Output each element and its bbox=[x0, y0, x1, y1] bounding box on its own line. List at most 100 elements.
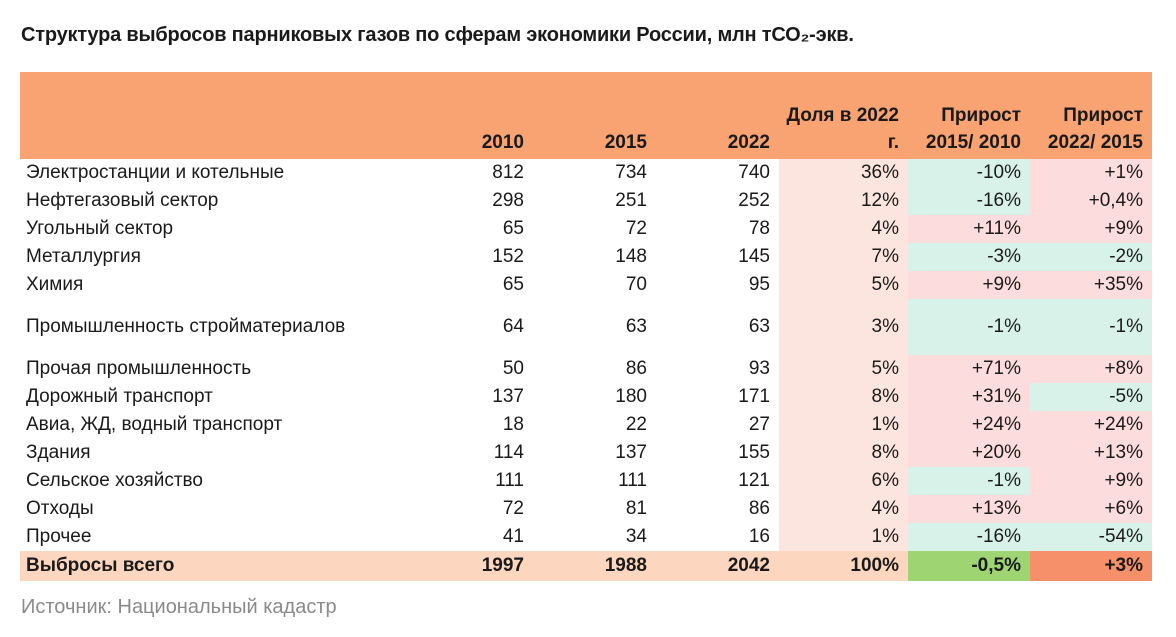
value-2015: 734 bbox=[615, 162, 647, 183]
header-2010: 2010 bbox=[412, 72, 533, 159]
header-growth-2022-2015: Прирост 2022/ 2015 bbox=[1030, 72, 1152, 159]
sector-label: Здания bbox=[26, 442, 91, 463]
table-row: Электростанции и котельные 812 734 740 36% -1… bbox=[20, 159, 1152, 187]
share-2022: 3% bbox=[779, 299, 908, 355]
growth-2022-2015: -1% bbox=[1030, 299, 1152, 355]
header-2015: 2015 bbox=[533, 72, 656, 159]
value-2015: 72 bbox=[625, 218, 647, 239]
value-2022: 740 bbox=[738, 162, 770, 183]
value-2015: 70 bbox=[625, 274, 647, 295]
value-2022: 145 bbox=[738, 246, 770, 267]
value-2010: 152 bbox=[492, 246, 524, 267]
value-2010: 18 bbox=[502, 414, 524, 435]
share-2022: 6% bbox=[779, 467, 908, 495]
value-2010: 50 bbox=[502, 358, 524, 379]
growth-2015-2010: -1% bbox=[908, 467, 1030, 495]
sector-label: Авиа, ЖД, водный транспорт bbox=[26, 414, 283, 435]
table-row: Угольный сектор 65 72 78 4% +11% +9% bbox=[20, 215, 1152, 243]
value-2015: 148 bbox=[615, 246, 647, 267]
sector-label: Выбросы всего bbox=[20, 551, 412, 581]
share-2022: 1% bbox=[779, 411, 908, 439]
value-2022: 2042 bbox=[656, 551, 779, 581]
header-share: Доля в 2022 г. bbox=[779, 72, 908, 159]
table-row: Дорожный транспорт 137 180 171 8% +31% -5% bbox=[20, 383, 1152, 411]
growth-2022-2015: +24% bbox=[1030, 411, 1152, 439]
growth-2022-2015: +13% bbox=[1030, 439, 1152, 467]
sector-label: Отходы bbox=[26, 498, 94, 519]
share-2022: 8% bbox=[779, 439, 908, 467]
growth-2015-2010: +71% bbox=[908, 355, 1030, 383]
value-2010: 137 bbox=[492, 386, 524, 407]
table-row: Здания 114 137 155 8% +20% +13% bbox=[20, 439, 1152, 467]
share-2022: 1% bbox=[779, 523, 908, 551]
value-2010: 111 bbox=[495, 470, 524, 491]
growth-2022-2015: +3% bbox=[1030, 551, 1152, 581]
table-row: Авиа, ЖД, водный транспорт 18 22 27 1% +24% +2… bbox=[20, 411, 1152, 439]
sector-label: Прочее bbox=[26, 526, 92, 547]
growth-2022-2015: +8% bbox=[1030, 355, 1152, 383]
value-2015: 63 bbox=[625, 316, 647, 337]
value-2022: 16 bbox=[748, 526, 770, 547]
sector-label: Угольный сектор bbox=[26, 218, 174, 239]
value-2015: 34 bbox=[625, 526, 647, 547]
sector-label: Химия bbox=[26, 274, 84, 295]
sector-label: Металлургия bbox=[26, 246, 141, 267]
value-2010: 65 bbox=[502, 218, 524, 239]
growth-2015-2010: +20% bbox=[908, 439, 1030, 467]
growth-2015-2010: -10% bbox=[908, 159, 1030, 187]
share-2022: 12% bbox=[779, 187, 908, 215]
value-2022: 155 bbox=[738, 442, 770, 463]
value-2010: 114 bbox=[493, 442, 524, 463]
growth-2022-2015: +9% bbox=[1030, 215, 1152, 243]
value-2010: 64 bbox=[502, 316, 524, 337]
value-2022: 171 bbox=[738, 386, 770, 407]
value-2010: 1997 bbox=[412, 551, 533, 581]
share-2022: 8% bbox=[779, 383, 908, 411]
sector-label: Сельское хозяйство bbox=[26, 470, 203, 491]
value-2022: 86 bbox=[748, 498, 770, 519]
table-row: Прочее 41 34 16 1% -16% -54% bbox=[20, 523, 1152, 551]
value-2010: 298 bbox=[492, 190, 524, 211]
table-row: Химия 65 70 95 5% +9% +35% bbox=[20, 271, 1152, 299]
growth-2015-2010: +11% bbox=[908, 215, 1030, 243]
sector-label: Промышленность стройматериалов bbox=[26, 316, 346, 337]
growth-2022-2015: +6% bbox=[1030, 495, 1152, 523]
value-2015: 22 bbox=[625, 414, 647, 435]
sector-label: Прочая промышленность bbox=[26, 358, 252, 379]
table-row: Отходы 72 81 86 4% +13% +6% bbox=[20, 495, 1152, 523]
share-2022: 5% bbox=[779, 271, 908, 299]
growth-2015-2010: +9% bbox=[908, 271, 1030, 299]
growth-2015-2010: -16% bbox=[908, 187, 1030, 215]
table-row: Металлургия 152 148 145 7% -3% -2% bbox=[20, 243, 1152, 271]
value-2010: 812 bbox=[492, 162, 524, 183]
growth-2015-2010: -3% bbox=[908, 243, 1030, 271]
growth-2022-2015: -54% bbox=[1030, 523, 1152, 551]
share-2022: 5% bbox=[779, 355, 908, 383]
value-2022: 121 bbox=[738, 470, 770, 491]
share-2022: 36% bbox=[779, 159, 908, 187]
value-2022: 95 bbox=[748, 274, 770, 295]
value-2022: 93 bbox=[748, 358, 770, 379]
sector-label: Дорожный транспорт bbox=[26, 386, 213, 407]
value-2015: 180 bbox=[615, 386, 647, 407]
growth-2015-2010: -0,5% bbox=[908, 551, 1030, 581]
table-row: Промышленность стройматериалов 64 63 63 3% -1… bbox=[20, 299, 1152, 355]
value-2015: 86 bbox=[625, 358, 647, 379]
emissions-table: 2010 2015 2022 Доля в 2022 г. Прирост 20… bbox=[20, 72, 1152, 581]
table-row: Нефтегазовый сектор 298 251 252 12% -16% +0,4% bbox=[20, 187, 1152, 215]
value-2022: 252 bbox=[738, 190, 770, 211]
share-2022: 100% bbox=[779, 551, 908, 581]
header-2022: 2022 bbox=[656, 72, 779, 159]
table-title: Структура выбросов парниковых газов по с… bbox=[21, 24, 854, 46]
share-2022: 4% bbox=[779, 495, 908, 523]
growth-2022-2015: +35% bbox=[1030, 271, 1152, 299]
value-2010: 41 bbox=[502, 526, 524, 547]
growth-2015-2010: -16% bbox=[908, 523, 1030, 551]
source-note: Источник: Национальный кадастр bbox=[21, 596, 337, 618]
growth-2022-2015: -2% bbox=[1030, 243, 1152, 271]
growth-2022-2015: +0,4% bbox=[1030, 187, 1152, 215]
growth-2015-2010: +24% bbox=[908, 411, 1030, 439]
value-2015: 1988 bbox=[533, 551, 656, 581]
value-2022: 27 bbox=[748, 414, 770, 435]
sector-label: Электростанции и котельные bbox=[26, 162, 285, 183]
